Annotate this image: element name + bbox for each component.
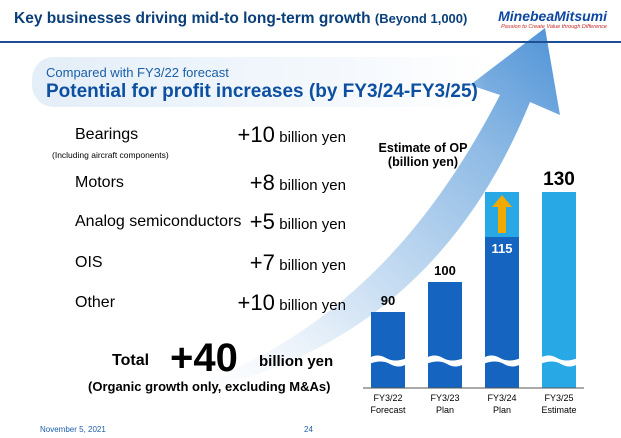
bar-fy3-23-plan — [428, 282, 462, 388]
segment-value-analog-semiconductors: +5 billion yen — [250, 209, 346, 235]
tick-label-fy3-24-3: FY3/24 — [487, 393, 516, 403]
growth-arrow-background — [150, 28, 560, 400]
axis-break-3 — [483, 355, 521, 367]
segment-value-number: +8 — [249, 170, 275, 195]
tick-label-fy3-25-4: FY3/25 — [544, 393, 573, 403]
total-value: +40 — [170, 336, 238, 380]
total-unit: billion yen — [259, 353, 334, 370]
segment-value-number: +7 — [249, 250, 275, 275]
title-divider — [0, 41, 621, 43]
segment-note-bearings: (Including aircraft components) — [52, 150, 169, 160]
segment-label-analog-semiconductors: Analog semiconductors — [75, 213, 242, 230]
subtitle-panel — [32, 57, 487, 107]
segment-value-bearings: +10 billion yen — [238, 122, 347, 148]
segment-value-other: +10 billion yen — [238, 290, 347, 316]
chart-unit-label: (billion yen) — [388, 155, 458, 169]
axis-break-4 — [540, 355, 578, 367]
value-label-fy3-23-plan: 100 — [434, 263, 456, 278]
axis-break-2 — [426, 355, 464, 367]
tick-label-plan-2: Plan — [436, 405, 454, 415]
bar-fy3-25-estimate — [542, 192, 576, 388]
value-label-fy3-25-estimate: 130 — [543, 169, 575, 190]
segment-value-number: +5 — [249, 209, 275, 234]
company-tagline: Passion to Create Value through Differen… — [501, 24, 607, 30]
segment-value-unit: billion yen — [279, 216, 346, 233]
chart-title: Estimate of OP — [379, 141, 468, 155]
total-label: Total — [112, 352, 150, 369]
segment-value-unit: billion yen — [279, 129, 346, 146]
value-label-fy3-24-plan: 115 — [492, 241, 513, 256]
subtitle-comparison: Compared with FY3/22 forecast — [46, 65, 229, 80]
segment-value-number: +10 — [237, 290, 275, 315]
tick-label-fy3-23-2: FY3/23 — [430, 393, 459, 403]
segment-label-other: Other — [75, 294, 116, 311]
tick-label-estimate-4: Estimate — [541, 405, 576, 415]
segment-label-ois: OIS — [75, 254, 103, 271]
total-note: (Organic growth only, excluding M&As) — [88, 379, 331, 394]
up-arrow-icon — [492, 195, 512, 233]
segment-value-ois: +7 billion yen — [250, 250, 346, 276]
tick-label-plan-3: Plan — [493, 405, 511, 415]
segment-value-motors: +8 billion yen — [250, 170, 346, 196]
page-number: 24 — [304, 425, 313, 434]
segment-value-unit: billion yen — [279, 297, 346, 314]
segment-value-number: +10 — [237, 122, 275, 147]
bar-fy3-22-forecast — [371, 312, 405, 388]
tick-label-fy3-22-1: FY3/22 — [373, 393, 402, 403]
slide-title-suffix: (Beyond 1,000) — [374, 11, 468, 26]
segment-label-motors: Motors — [75, 174, 124, 191]
slide-title: Key businesses driving mid-to long-term … — [14, 10, 467, 28]
slide-title-main: Key businesses driving mid-to long-term … — [14, 10, 371, 27]
segment-value-unit: billion yen — [279, 257, 346, 274]
subtitle-main: Potential for profit increases (by FY3/2… — [46, 81, 478, 102]
segment-label-bearings: Bearings — [75, 126, 139, 143]
segment-value-unit: billion yen — [279, 177, 346, 194]
value-label-fy3-22-forecast: 90 — [381, 293, 395, 308]
tick-label-forecast-1: Forecast — [370, 405, 406, 415]
company-logo: MinebeaMitsumi — [498, 8, 607, 24]
footer-date: November 5, 2021 — [40, 425, 106, 434]
axis-break-1 — [369, 355, 407, 367]
